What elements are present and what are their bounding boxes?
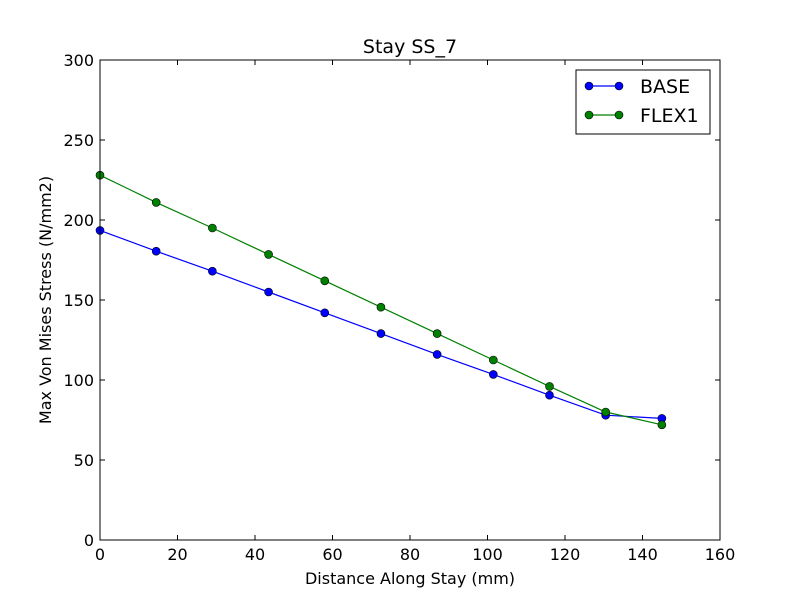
legend-label-flex1: FLEX1 [640, 105, 699, 127]
x-tick-label: 120 [550, 545, 581, 564]
data-point-flex1 [489, 355, 498, 365]
data-point-flex1 [151, 198, 161, 207]
x-tick-label: 40 [245, 545, 265, 564]
data-point-base [432, 350, 442, 359]
x-tick-label: 20 [167, 545, 187, 564]
data-point-base [208, 266, 217, 276]
data-point-flex1 [376, 302, 386, 312]
data-point-flex1 [657, 420, 667, 430]
y-tick-label: 200 [63, 211, 94, 230]
data-point-base [376, 329, 386, 338]
y-tick-label: 50 [74, 451, 94, 470]
legend-box [575, 69, 711, 135]
legend-marker-base [614, 81, 624, 91]
legend: BASE FLEX1 [575, 69, 711, 135]
series-layer [95, 170, 667, 430]
legend-marker-flex1 [614, 110, 624, 120]
data-point-base [151, 246, 161, 256]
y-tick-label: 0 [84, 531, 94, 550]
data-point-flex1 [432, 329, 442, 338]
x-tick-label: 60 [322, 545, 342, 564]
series-line-flex1 [99, 174, 663, 426]
series-line-base [99, 229, 662, 419]
data-point-flex1 [601, 407, 610, 417]
x-axis-label: Distance Along Stay (mm) [305, 569, 515, 588]
data-point-flex1 [264, 250, 273, 259]
legend-marker-flex1 [584, 110, 594, 120]
y-tick-label: 100 [63, 371, 94, 390]
series-base [95, 226, 667, 423]
y-tick-label: 250 [63, 131, 94, 150]
chart-title: Stay SS_7 [363, 36, 457, 58]
data-point-flex1 [208, 223, 217, 233]
x-tick-label: 160 [705, 545, 736, 564]
data-point-flex1 [545, 382, 554, 391]
x-tick-label: 100 [472, 545, 503, 564]
data-point-flex1 [320, 276, 330, 286]
axis-ticks: 0 20 40 60 80 100 120 140 160 0 50 100 150 200 250 300 [63, 51, 735, 564]
y-axis-label: Max Von Mises Stress (N/mm2) [36, 176, 55, 424]
data-point-base [489, 370, 498, 379]
x-tick-label: 0 [95, 545, 105, 564]
data-point-base [320, 308, 330, 318]
y-tick-label: 300 [63, 51, 94, 70]
series-flex1 [95, 170, 667, 430]
data-point-base [545, 390, 554, 400]
data-point-base [264, 287, 273, 297]
legend-marker-base [584, 81, 594, 91]
y-tick-label: 150 [63, 291, 94, 310]
x-tick-label: 140 [627, 545, 658, 564]
plot-frame [99, 59, 721, 541]
x-tick-label: 80 [400, 545, 420, 564]
legend-label-base: BASE [640, 76, 690, 98]
